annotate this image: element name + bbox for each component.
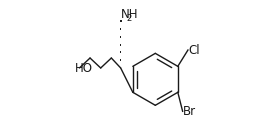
Text: HO: HO [75, 61, 93, 75]
Text: NH: NH [121, 8, 138, 21]
Text: 2: 2 [126, 14, 132, 23]
Text: Br: Br [183, 105, 196, 118]
Text: Cl: Cl [188, 44, 200, 57]
